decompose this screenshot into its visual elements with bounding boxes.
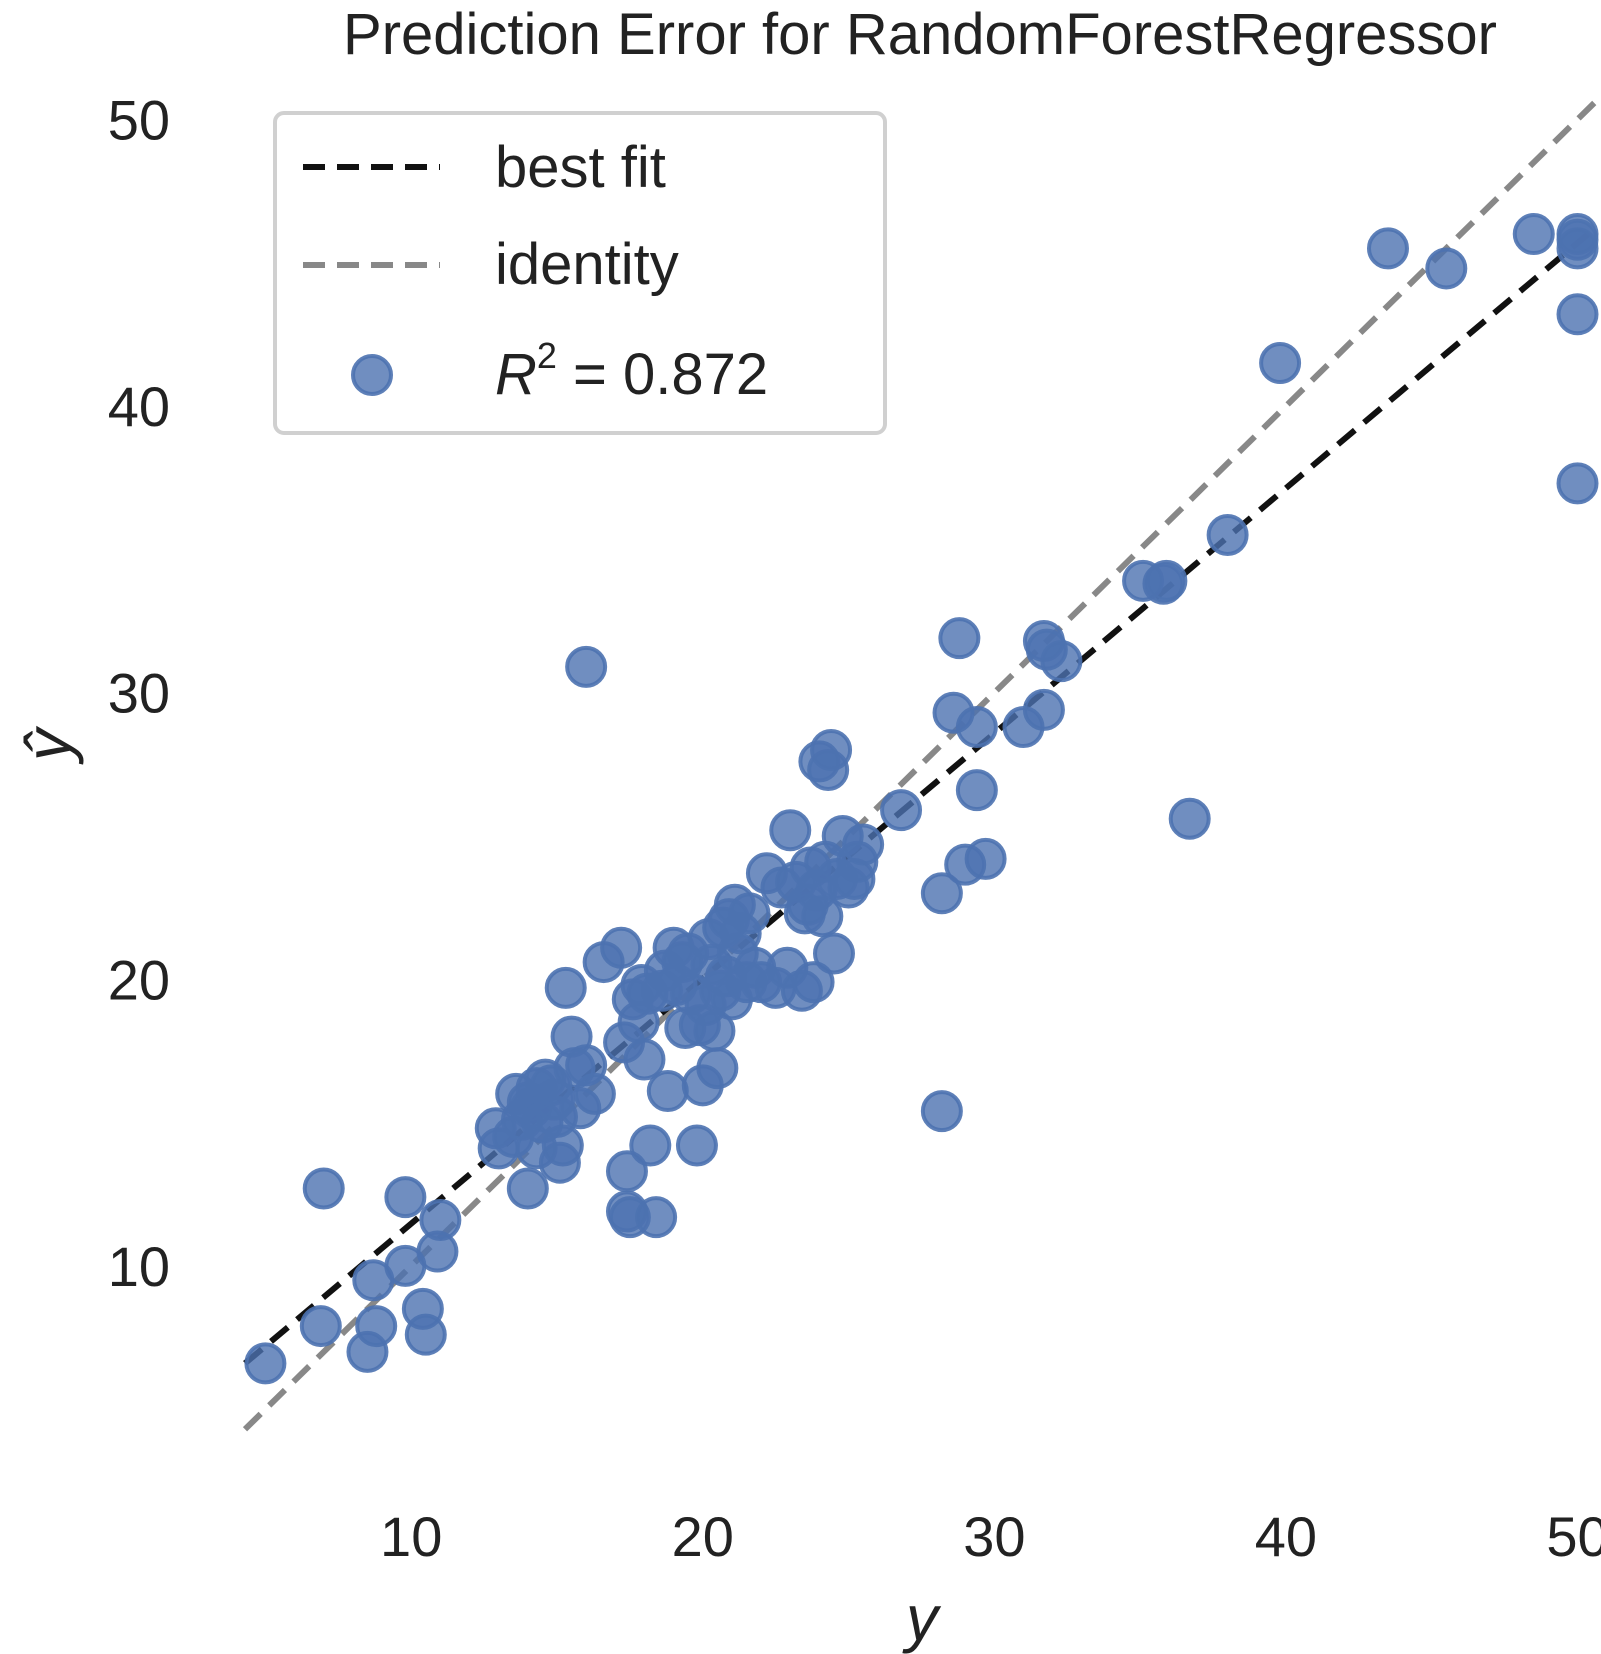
scatter-point [696, 1047, 739, 1090]
scatter-point [302, 1167, 345, 1210]
scatter-point [675, 1124, 718, 1167]
y-tick-label: 30 [108, 662, 170, 725]
scatter-point [506, 1167, 549, 1210]
scatter-point [299, 1305, 342, 1348]
legend-r2-symbol: R [495, 342, 537, 407]
scatter-point [1556, 462, 1599, 505]
legend-frame [273, 111, 887, 435]
scatter-point [812, 932, 855, 975]
x-tick-label: 50 [1546, 1505, 1601, 1568]
legend-points-swatch [351, 354, 393, 396]
scatter-point [1040, 640, 1083, 683]
scatter-point [938, 617, 981, 660]
y-axis-ticks: 10 20 30 40 50 [108, 88, 170, 1297]
x-tick-label: 10 [380, 1505, 442, 1568]
scatter-point [801, 895, 844, 938]
scatter-point [623, 1038, 666, 1081]
legend-identity-label: identity [495, 232, 679, 297]
legend-r2-exponent: 2 [537, 335, 557, 376]
scatter-point [769, 809, 812, 852]
scatter-point [1022, 688, 1065, 731]
scatter-point [565, 645, 608, 688]
x-axis-ticks: 10 20 30 40 50 [380, 1505, 1601, 1568]
scatter-point [600, 926, 643, 969]
x-tick-label: 40 [1255, 1505, 1317, 1568]
scatter-point [355, 1305, 398, 1348]
y-tick-label: 20 [108, 948, 170, 1011]
scatter-point [1556, 227, 1599, 270]
scatter-point [955, 706, 998, 749]
scatter-point [1425, 247, 1468, 290]
legend: best fit identity R2 = 0.872 [273, 111, 887, 435]
scatter-point [920, 1090, 963, 1133]
y-tick-label: 50 [108, 88, 170, 151]
y-tick-label: 10 [108, 1235, 170, 1298]
scatter-point [1366, 227, 1409, 270]
best-fit-line [243, 226, 1597, 1366]
scatter-point [880, 789, 923, 832]
scatter-point [629, 1124, 672, 1167]
scatter-point [1556, 293, 1599, 336]
legend-r2-label: R2 = 0.872 [495, 335, 768, 407]
chart-title: Prediction Error for RandomForestRegress… [343, 2, 1497, 67]
scatter-point [810, 728, 853, 771]
scatter-points [244, 213, 1599, 1385]
scatter-point [244, 1342, 287, 1385]
scatter-point [635, 1196, 678, 1239]
scatter-point [1168, 797, 1211, 840]
scatter-point [1206, 514, 1249, 556]
scatter-point [1145, 559, 1188, 602]
scatter-point [728, 892, 771, 935]
legend-best-fit-label: best fit [495, 135, 666, 200]
y-tick-label: 40 [108, 375, 170, 438]
scatter-point [792, 961, 835, 1004]
scatter-point [1259, 342, 1302, 385]
scatter-point [419, 1199, 462, 1242]
scatter-point [964, 837, 1007, 880]
y-axis-label: ŷ [12, 725, 84, 765]
legend-r2-value: = 0.872 [557, 342, 768, 407]
scatter-point [384, 1176, 427, 1219]
x-tick-label: 30 [963, 1505, 1025, 1568]
scatter-point [605, 1150, 648, 1193]
scatter-point [920, 872, 963, 915]
scatter-point [842, 823, 885, 866]
scatter-point [1512, 213, 1555, 256]
scatter-point [544, 966, 587, 1009]
x-axis-label: y [902, 1582, 942, 1654]
scatter-point [955, 769, 998, 812]
identity-line [242, 100, 1598, 1432]
scatter-point [573, 1072, 616, 1115]
scatter-point [646, 1070, 689, 1113]
x-tick-label: 20 [672, 1505, 734, 1568]
reference-lines [242, 100, 1598, 1432]
scatter-point [404, 1313, 447, 1356]
